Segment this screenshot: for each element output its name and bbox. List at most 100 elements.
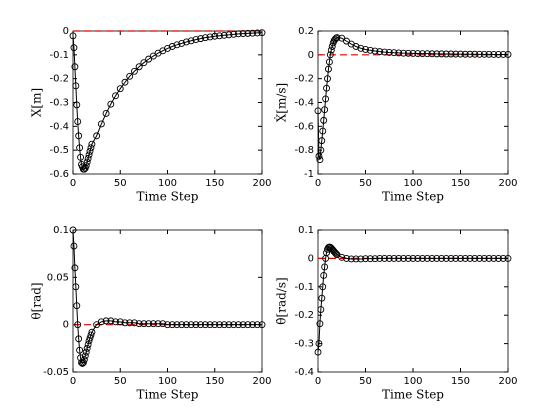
- data-point: [81, 352, 89, 360]
- data-point: [414, 254, 422, 262]
- data-point: [182, 321, 190, 329]
- data-point: [447, 50, 455, 58]
- data-point: [495, 51, 502, 58]
- data-point: [395, 49, 403, 57]
- y-tick-label: -0.8: [294, 145, 314, 156]
- x-tick-label: 0: [315, 178, 321, 189]
- data-point: [253, 29, 261, 37]
- data-point: [201, 34, 209, 42]
- y-tick-label: -0.6: [49, 169, 69, 180]
- data-point: [239, 30, 247, 38]
- data-point: [419, 50, 426, 58]
- data-point: [476, 254, 483, 262]
- data-point: [197, 321, 205, 329]
- data-point: [390, 254, 398, 262]
- data-point: [75, 132, 83, 140]
- data-point: [75, 335, 83, 343]
- y-tick-label: -0.6: [294, 121, 314, 132]
- data-point: [77, 153, 85, 161]
- data-point: [325, 58, 333, 66]
- data-point: [149, 320, 157, 328]
- data-point: [201, 321, 209, 329]
- data-point: [80, 356, 88, 364]
- data-point: [145, 320, 153, 328]
- data-point: [490, 254, 498, 262]
- plot-area: [317, 30, 509, 175]
- data-point: [70, 242, 78, 250]
- data-point: [206, 321, 214, 329]
- data-point: [85, 151, 93, 159]
- data-point: [323, 84, 330, 92]
- y-axis-label: θ̇[rad/s]: [275, 277, 289, 324]
- data-point: [135, 63, 143, 71]
- x-axis-label: Time Step: [382, 388, 444, 402]
- data-point: [428, 50, 436, 58]
- y-tick-label: 0.2: [298, 26, 314, 37]
- data-point: [121, 319, 129, 327]
- data-point: [86, 147, 94, 155]
- data-point: [74, 118, 82, 126]
- data-point: [328, 43, 336, 50]
- data-point: [331, 35, 339, 43]
- y-tick-label: -0.4: [49, 121, 69, 132]
- y-tick-label: 0.05: [47, 272, 69, 283]
- data-point: [102, 317, 110, 325]
- data-point: [258, 29, 266, 37]
- data-point: [480, 50, 488, 58]
- y-tick-label: 0: [63, 26, 69, 37]
- data-point: [216, 32, 223, 40]
- data-point: [320, 116, 328, 124]
- data-point: [72, 82, 80, 90]
- data-point: [404, 49, 412, 57]
- data-point: [442, 50, 450, 58]
- x-tick-label: 150: [451, 376, 470, 387]
- data-point: [357, 44, 365, 52]
- y-tick-label: -0.2: [294, 74, 314, 85]
- data-point: [480, 254, 488, 262]
- data-point: [332, 250, 340, 258]
- data-point: [126, 319, 134, 327]
- data-point: [192, 321, 200, 329]
- data-point: [178, 321, 186, 329]
- data-point: [461, 254, 469, 262]
- data-point: [409, 49, 417, 57]
- data-point: [130, 319, 138, 327]
- data-point: [428, 254, 436, 262]
- x-tick-label: 100: [158, 178, 177, 189]
- data-point: [211, 32, 219, 40]
- data-point: [325, 65, 332, 73]
- data-point: [69, 226, 77, 234]
- y-tick-label: 0.1: [298, 225, 314, 236]
- data-point: [112, 318, 119, 326]
- y-tick-label: -0.2: [49, 74, 69, 85]
- x-tick-label: 0: [70, 178, 76, 189]
- data-point: [140, 320, 148, 328]
- y-tick-label: -1: [304, 169, 314, 180]
- y-tick-label: -0.3: [49, 98, 69, 109]
- data-point: [154, 320, 162, 328]
- data-point: [320, 271, 328, 279]
- data-point: [471, 50, 479, 58]
- data-point: [376, 48, 384, 56]
- y-tick-label: -0.05: [43, 367, 69, 378]
- data-point: [423, 50, 431, 58]
- data-point: [234, 321, 242, 329]
- data-point: [97, 318, 105, 326]
- data-point: [230, 30, 238, 38]
- data-point: [499, 51, 507, 58]
- data-point: [333, 34, 341, 42]
- data-point: [97, 120, 105, 128]
- data-point: [107, 317, 115, 325]
- data-point: [187, 37, 195, 45]
- data-point: [76, 144, 84, 152]
- data-point: [93, 132, 101, 140]
- x-axis-label: Time Step: [137, 190, 199, 204]
- data-point: [423, 254, 431, 262]
- y-tick-label: 0.1: [53, 225, 69, 236]
- data-point: [234, 30, 242, 38]
- data-point: [366, 255, 374, 263]
- data-point: [140, 59, 148, 67]
- data-point: [69, 32, 77, 40]
- data-point: [466, 50, 474, 58]
- data-point: [249, 321, 257, 329]
